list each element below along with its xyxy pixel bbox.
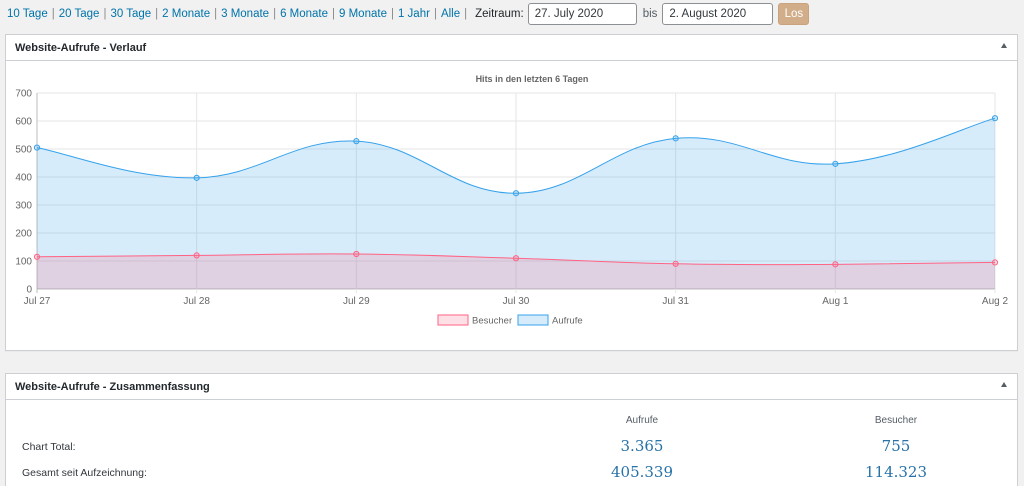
x-tick-label: Jul 31: [662, 296, 689, 307]
range-link-all[interactable]: Alle: [440, 8, 461, 20]
gesamt-besucher-value: 114.323: [864, 463, 928, 481]
series-line-aufrufe: [36, 117, 996, 194]
separator: |: [103, 8, 107, 20]
data-point-aufrufe: [512, 190, 520, 197]
legend-swatch-besucher: [437, 314, 469, 326]
y-tick-label: 600: [15, 117, 32, 128]
x-tick-label: Jul 27: [24, 296, 51, 307]
series-line-besucher: [36, 253, 996, 266]
y-tick-label: 0: [26, 285, 32, 296]
separator: |: [214, 8, 218, 20]
series-area-besucher: [37, 253, 995, 289]
data-point-besucher: [991, 259, 999, 266]
legend-label-besucher: Besucher: [472, 316, 512, 327]
x-tick-label: Aug 2: [982, 296, 1009, 307]
y-tick-label: 100: [15, 257, 32, 268]
separator: |: [464, 8, 468, 20]
data-point-besucher: [512, 255, 520, 262]
data-point-aufrufe: [33, 144, 41, 151]
separator: |: [155, 8, 159, 20]
separator: |: [433, 8, 437, 20]
x-tick-label: Jul 28: [183, 296, 210, 307]
series-area-aufrufe: [37, 118, 995, 289]
data-point-besucher: [33, 253, 41, 260]
data-point-besucher: [832, 261, 839, 268]
separator: |: [273, 8, 277, 20]
triangle-up-icon[interactable]: [1001, 43, 1007, 48]
summary-header-row: Aufrufe Besucher: [6, 411, 1017, 433]
summary-postbox-title: Website-Aufrufe - Zusammenfassung: [15, 380, 210, 393]
x-tick-label: Jul 30: [503, 296, 530, 307]
column-header-aufrufe: Aufrufe: [625, 415, 659, 426]
chart-postbox: Website-Aufrufe - Verlauf Hits in den le…: [5, 34, 1018, 351]
separator: |: [51, 8, 55, 20]
separator: |: [390, 8, 394, 20]
summary-row-chart-total: Chart Total: 3.365 755: [6, 437, 1017, 459]
bis-label: bis: [642, 8, 658, 20]
range-link-1-year[interactable]: 1 Jahr: [397, 8, 430, 20]
summary-row-gesamt: Gesamt seit Aufzeichnung: 405.339 114.32…: [6, 463, 1017, 485]
range-link-3-months[interactable]: 3 Monate: [221, 8, 270, 20]
range-link-2-months[interactable]: 2 Monate: [162, 8, 211, 20]
y-tick-label: 700: [15, 89, 32, 100]
from-date-input[interactable]: [527, 3, 637, 25]
row-label-chart-total: Chart Total:: [22, 441, 76, 453]
date-range-bar: 10 Tage | 20 Tage | 30 Tage | 2 Monate | 3 M…: [7, 3, 810, 25]
range-link-20-days[interactable]: 20 Tage: [58, 8, 100, 20]
range-link-6-months[interactable]: 6 Monate: [280, 8, 329, 20]
go-button[interactable]: Los: [778, 3, 810, 25]
legend-label-aufrufe: Aufrufe: [552, 316, 583, 327]
y-tick-label: 300: [15, 201, 32, 212]
column-header-besucher: Besucher: [874, 415, 918, 426]
legend-swatch-aufrufe: [517, 314, 549, 326]
range-link-30-days[interactable]: 30 Tage: [110, 8, 152, 20]
data-point-aufrufe: [353, 138, 360, 145]
data-point-besucher: [672, 260, 679, 267]
chart-postbox-header[interactable]: Website-Aufrufe - Verlauf: [6, 35, 1017, 61]
summary-postbox-header[interactable]: Website-Aufrufe - Zusammenfassung: [6, 374, 1017, 400]
chart-total-aufrufe-value: 3.365: [620, 437, 664, 455]
to-date-input[interactable]: [662, 3, 774, 25]
summary-postbox: Website-Aufrufe - Zusammenfassung Aufruf…: [5, 373, 1018, 486]
y-tick-label: 200: [15, 229, 32, 240]
range-link-10-days[interactable]: 10 Tage: [7, 8, 48, 20]
chart-total-besucher-value: 755: [881, 437, 911, 455]
data-point-besucher: [353, 250, 360, 258]
data-point-aufrufe: [672, 135, 679, 142]
data-point-besucher: [193, 252, 200, 259]
chart-title: Hits in den letzten 6 Tagen: [476, 74, 589, 84]
data-point-aufrufe: [832, 160, 839, 167]
zeitraum-label: Zeitraum:: [475, 8, 524, 20]
x-tick-label: Aug 1: [822, 296, 849, 307]
y-tick-label: 400: [15, 173, 32, 184]
hits-chart: Hits in den letzten 6 Tagen 0 100 200 300 400…: [15, 74, 1009, 327]
data-point-aufrufe: [991, 115, 999, 122]
triangle-up-icon[interactable]: [1001, 382, 1007, 387]
range-link-9-months[interactable]: 9 Monate: [339, 8, 387, 20]
data-point-aufrufe: [193, 174, 200, 181]
row-label-gesamt: Gesamt seit Aufzeichnung:: [22, 467, 147, 479]
y-tick-label: 500: [15, 145, 32, 156]
x-tick-label: Jul 29: [343, 296, 370, 307]
chart-postbox-title: Website-Aufrufe - Verlauf: [15, 41, 147, 54]
separator: |: [332, 8, 336, 20]
gesamt-aufrufe-value: 405.339: [610, 463, 674, 481]
